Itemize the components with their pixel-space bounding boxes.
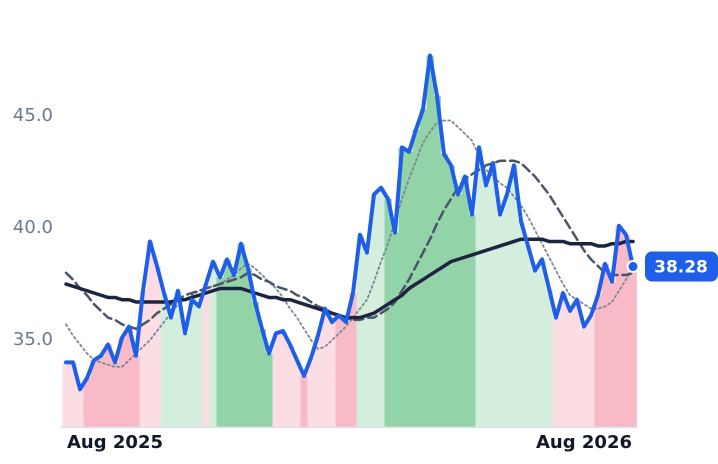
regime-band — [559, 292, 567, 428]
regime-band — [209, 261, 217, 428]
regime-band — [160, 292, 168, 428]
regime-band — [580, 326, 588, 428]
y-tick-label: 35.0 — [13, 329, 53, 350]
last-value-pill — [645, 251, 718, 282]
regime-band — [139, 290, 147, 428]
regime-band — [279, 331, 287, 428]
regime-band — [461, 176, 469, 428]
regime-band — [482, 185, 490, 428]
regime-band — [608, 281, 616, 428]
regime-band — [272, 333, 280, 428]
regime-band — [132, 355, 140, 428]
regime-band — [447, 165, 455, 428]
regime-band — [370, 194, 378, 428]
regime-band — [622, 234, 630, 428]
x-tick-label: Aug 2026 — [536, 432, 632, 453]
series-line — [64, 237, 635, 320]
regime-band — [216, 277, 224, 428]
regime-band — [181, 333, 189, 428]
regime-band — [489, 163, 497, 428]
regime-band — [314, 335, 322, 428]
regime-band — [300, 375, 308, 428]
series-line — [64, 53, 635, 392]
regime-band — [573, 299, 581, 428]
regime-band — [601, 263, 609, 428]
regime-band — [384, 198, 392, 428]
regime-band — [307, 357, 315, 428]
regime-band — [69, 362, 77, 428]
regime-band — [174, 290, 182, 428]
y-tick-label: 40.0 — [13, 217, 53, 238]
regime-band — [454, 194, 462, 428]
regime-band — [356, 234, 364, 428]
regime-band — [153, 266, 161, 428]
regime-band — [587, 315, 595, 428]
regime-band — [545, 288, 553, 428]
regime-band — [531, 270, 539, 428]
regime-band — [90, 360, 98, 428]
regime-band — [363, 252, 371, 428]
regime-band — [524, 245, 532, 428]
series-line — [65, 119, 634, 368]
regime-band — [321, 308, 329, 428]
regime-band — [412, 129, 420, 428]
regime-band — [503, 194, 511, 428]
regime-band — [125, 326, 133, 428]
regime-band — [286, 344, 294, 428]
regime-band — [475, 147, 483, 428]
regime-band — [251, 301, 259, 428]
regime-band — [188, 299, 196, 428]
regime-band — [419, 109, 427, 428]
x-tick-label: Aug 2025 — [67, 432, 163, 453]
regime-band — [62, 362, 70, 428]
regime-band — [615, 225, 623, 428]
regime-band — [244, 268, 252, 428]
regime-band — [510, 165, 518, 428]
regime-band — [167, 317, 175, 428]
regime-band — [237, 243, 245, 428]
regime-band — [265, 353, 273, 428]
regime-band — [195, 306, 203, 428]
regime-band — [391, 232, 399, 428]
regime-band — [629, 266, 637, 428]
regime-band — [349, 292, 357, 428]
regime-band — [335, 315, 343, 428]
regime-band — [594, 295, 602, 428]
regime-band — [202, 284, 210, 428]
regime-band — [118, 337, 126, 428]
regime-band — [97, 355, 105, 428]
regime-band — [104, 344, 112, 428]
y-tick-label: 45.0 — [13, 105, 53, 126]
regime-band — [552, 317, 560, 428]
regime-band — [293, 360, 301, 428]
regime-band — [328, 322, 336, 428]
regime-band — [496, 214, 504, 428]
regime-band — [517, 221, 525, 428]
regime-band — [398, 147, 406, 428]
last-point — [626, 260, 640, 274]
regime-band — [566, 310, 574, 428]
regime-band — [111, 362, 119, 428]
regime-band — [538, 259, 546, 428]
regime-band — [258, 328, 266, 428]
regime-band — [468, 214, 476, 428]
regime-band — [433, 95, 441, 428]
regime-band — [146, 241, 154, 428]
regime-band — [76, 389, 84, 428]
regime-band — [223, 259, 231, 428]
regime-band — [230, 275, 238, 428]
regime-band — [342, 322, 350, 428]
regime-band — [83, 378, 91, 428]
regime-band — [440, 154, 448, 428]
last-value-label: 38.28 — [654, 258, 708, 278]
